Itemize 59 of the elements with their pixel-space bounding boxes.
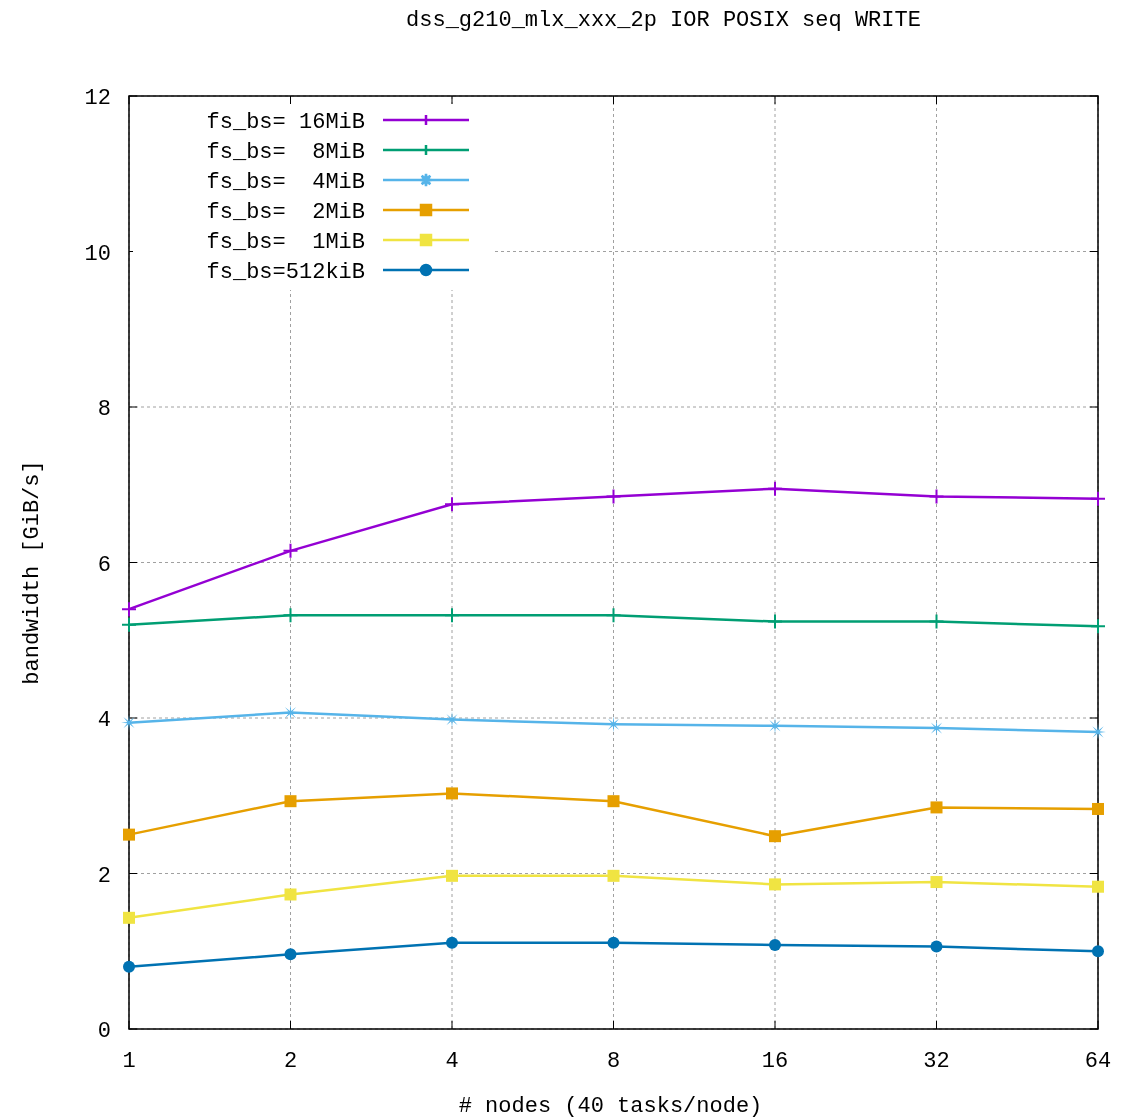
legend-label: fs_bs=512kiB xyxy=(206,260,365,285)
point xyxy=(930,940,943,953)
x-axis-title: # nodes (40 tasks/node) xyxy=(458,1094,763,1119)
point xyxy=(930,801,943,814)
x-tick-label: 4 xyxy=(445,1049,459,1074)
point xyxy=(444,496,460,513)
point xyxy=(282,607,299,624)
x-tick-label: 8 xyxy=(606,1049,621,1074)
point xyxy=(769,939,781,952)
point xyxy=(930,876,943,889)
x-tick-label: 16 xyxy=(761,1049,789,1074)
x-tick-label: 2 xyxy=(283,1049,298,1074)
point xyxy=(605,488,622,505)
point xyxy=(123,911,135,924)
y-axis-title: bandwidth [GiB/s] xyxy=(20,460,45,685)
legend-label: fs_bs= 16MiB xyxy=(206,110,365,135)
y-tick-label: 4 xyxy=(97,708,111,733)
point xyxy=(767,480,783,497)
point xyxy=(446,869,458,882)
point xyxy=(1090,723,1106,740)
point xyxy=(769,830,781,843)
point xyxy=(123,960,135,973)
x-tick-label: 1 xyxy=(122,1049,136,1074)
y-tick-label: 6 xyxy=(97,552,111,578)
point xyxy=(605,607,622,624)
legend-label: fs_bs= 1MiB xyxy=(206,230,365,255)
point xyxy=(1090,618,1106,635)
point xyxy=(284,888,297,901)
point xyxy=(282,542,299,559)
legend-label: fs_bs= 8MiB xyxy=(206,140,365,165)
point xyxy=(928,613,945,630)
point xyxy=(767,613,783,630)
point xyxy=(928,488,945,505)
legend-label: fs_bs= 4MiB xyxy=(206,170,365,195)
point xyxy=(1092,880,1104,893)
point xyxy=(607,936,620,949)
point xyxy=(446,936,458,949)
point xyxy=(123,828,135,841)
point xyxy=(284,795,297,808)
point xyxy=(769,878,781,891)
point xyxy=(444,607,460,624)
x-tick-label: 32 xyxy=(923,1049,950,1074)
y-tick-label: 0 xyxy=(97,1019,111,1044)
point xyxy=(607,795,620,808)
point xyxy=(1090,490,1106,507)
legend-label: fs_bs= 2MiB xyxy=(206,200,365,225)
chart-title: dss_g210_mlx_xxx_2p IOR POSIX seq WRITE xyxy=(406,8,921,33)
point xyxy=(607,869,620,882)
point xyxy=(121,601,137,618)
point xyxy=(446,787,458,800)
x-tick-label: 64 xyxy=(1084,1049,1112,1074)
point xyxy=(121,616,137,633)
point xyxy=(1092,945,1104,958)
point xyxy=(1092,802,1104,815)
point xyxy=(284,948,297,961)
y-tick-label: 8 xyxy=(97,397,111,422)
y-tick-label: 10 xyxy=(84,241,111,267)
y-tick-label: 2 xyxy=(97,863,111,889)
y-tick-label: 12 xyxy=(84,86,111,111)
